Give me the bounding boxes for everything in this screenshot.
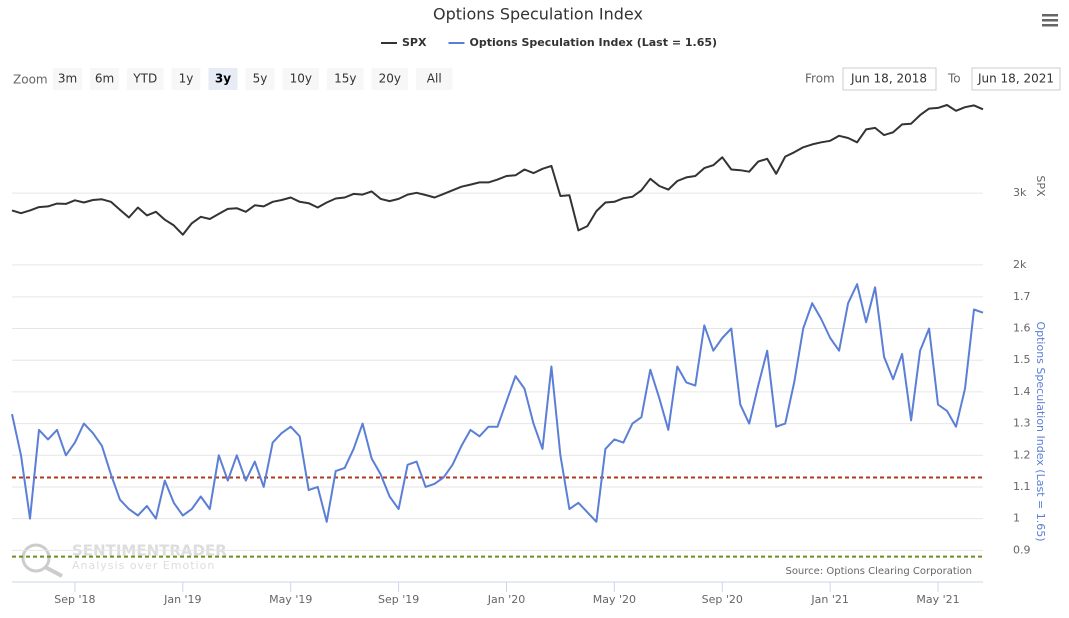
y-tick-label: 1.2 [1013, 448, 1031, 461]
zoom-button[interactable] [327, 68, 364, 90]
y-tick-label: 0.9 [1013, 543, 1031, 556]
zoom-button[interactable] [53, 68, 82, 90]
x-tick-label: Sep '18 [54, 593, 95, 606]
x-tick-label: Sep '19 [378, 593, 419, 606]
menu-bar [1042, 19, 1058, 22]
x-tick-label: Jan '20 [487, 593, 525, 606]
x-tick-label: May '20 [593, 593, 636, 606]
legend-label[interactable]: Options Speculation Index (Last = 1.65) [469, 36, 717, 49]
zoom-button-label: 5y [253, 72, 268, 86]
watermark-logo [44, 565, 63, 578]
from-input[interactable] [842, 67, 937, 91]
zoom-button[interactable] [171, 68, 201, 90]
to-value: Jun 18, 2021 [977, 72, 1054, 86]
to-label: To [947, 72, 961, 86]
zoom-button[interactable] [245, 68, 275, 90]
y-tick-label: 1.6 [1013, 322, 1031, 335]
zoom-button-label: 10y [290, 72, 312, 86]
x-tick-label: Jan '21 [810, 593, 848, 606]
legend-label[interactable]: SPX [402, 36, 427, 49]
x-tick-label: May '21 [916, 593, 959, 606]
series-line [11, 104, 984, 236]
zoom-button[interactable] [208, 68, 238, 90]
watermark-logo [21, 543, 51, 573]
axis-title: SPX [1034, 175, 1047, 197]
zoom-button-label: YTD [132, 72, 157, 86]
zoom-button-label: All [427, 72, 442, 86]
zoom-button[interactable] [90, 68, 119, 90]
zoom-button-label: 1y [179, 72, 194, 86]
watermark-tagline: Analysis over Emotion [72, 559, 215, 572]
source: Source: Options Clearing Corporation [785, 566, 972, 577]
zoom-label: Zoom [13, 73, 48, 87]
zoom-button-label: 15y [334, 72, 356, 86]
from-label: From [805, 72, 835, 86]
zoom-button-label: 20y [379, 72, 401, 86]
chart-title: Options Speculation Index [433, 5, 643, 24]
y-tick-label: 1.1 [1013, 480, 1031, 493]
axis-title: Options Speculation Index (Last = 1.65) [1034, 321, 1047, 541]
zoom-button[interactable] [127, 68, 164, 90]
zoom-button-label: 6m [95, 72, 114, 86]
y-tick-label: 2k [1013, 258, 1027, 271]
zoom-button[interactable] [282, 68, 320, 90]
to-input[interactable] [971, 67, 1061, 91]
y-tick-label: 1.7 [1013, 290, 1031, 303]
zoom-button-label: 3y [215, 72, 231, 86]
zoom-button-label: 3m [58, 72, 77, 86]
x-tick-label: May '19 [269, 593, 312, 606]
zoom-button[interactable] [416, 68, 453, 90]
menu-bar [1042, 14, 1058, 17]
y-tick-label: 3k [1013, 186, 1027, 199]
y-tick-label: 1.4 [1013, 385, 1031, 398]
x-tick-label: Sep '20 [702, 593, 743, 606]
menu-button[interactable] [1042, 14, 1058, 27]
y-tick-label: 1 [1013, 512, 1020, 525]
y-tick-label: 1.5 [1013, 353, 1031, 366]
y-tick-label: 1.3 [1013, 417, 1031, 430]
menu-bar [1042, 24, 1058, 27]
watermark: SENTIMENTRADER Analysis over Emotion [21, 542, 227, 578]
series-line [11, 283, 984, 523]
x-tick-label: Jan '19 [163, 593, 201, 606]
zoom-button[interactable] [371, 68, 409, 90]
from-value: Jun 18, 2018 [850, 72, 927, 86]
